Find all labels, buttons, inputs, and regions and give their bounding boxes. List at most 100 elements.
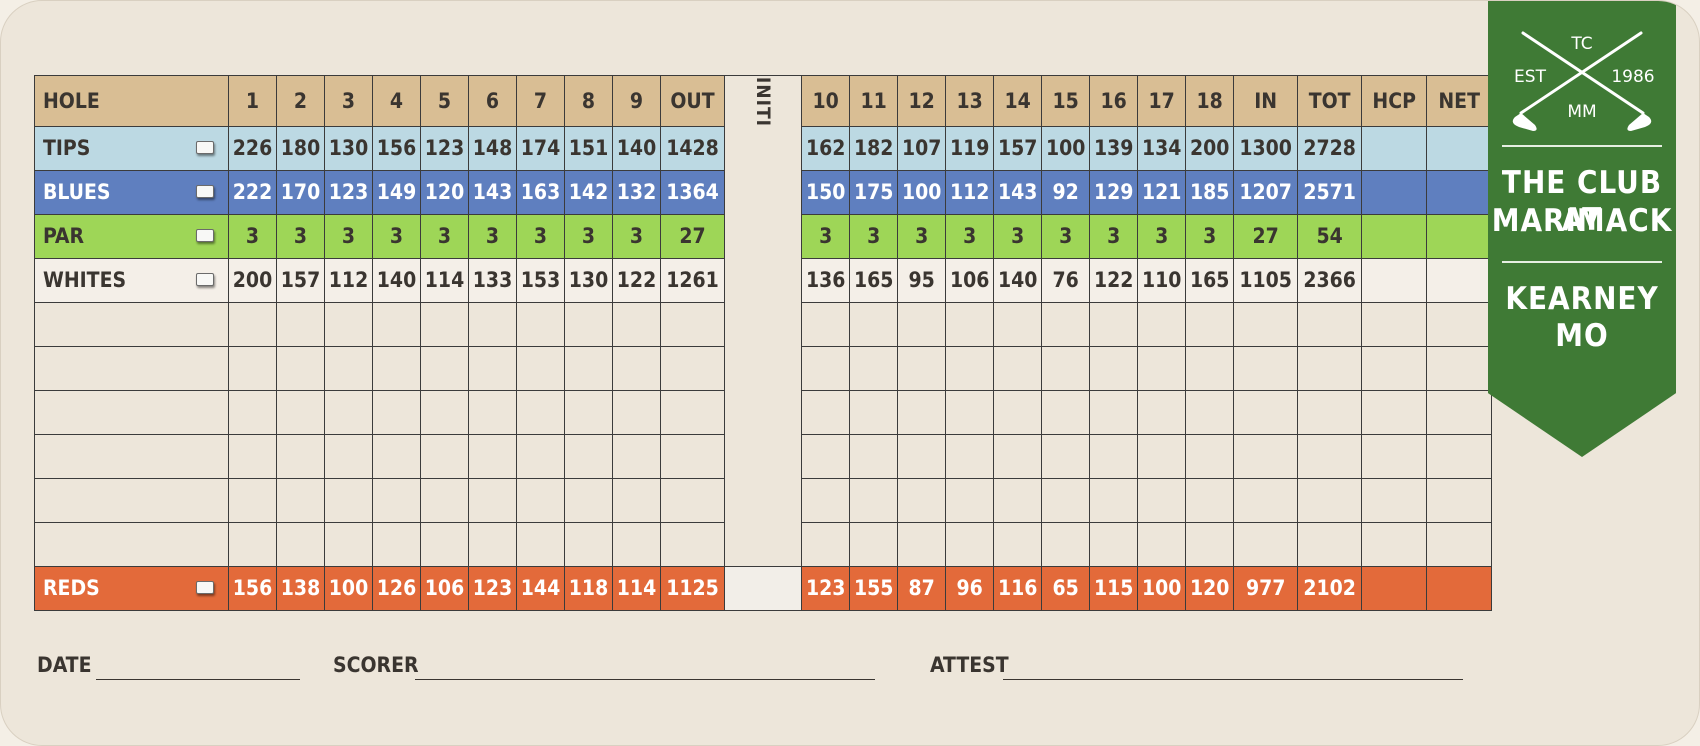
initial-cell[interactable] — [723, 478, 803, 522]
tee-checkbox[interactable] — [196, 580, 214, 594]
initial-cell[interactable] — [723, 522, 803, 567]
score-cell[interactable] — [1041, 301, 1091, 347]
score-cell[interactable] — [276, 345, 325, 391]
initial-cell[interactable] — [723, 170, 803, 214]
hcp-cell[interactable] — [1361, 565, 1428, 611]
player-name-cell[interactable] — [34, 477, 229, 523]
score-cell[interactable] — [564, 345, 613, 391]
hcp-cell[interactable] — [1361, 521, 1428, 567]
tot-score-cell[interactable] — [1297, 301, 1363, 347]
hcp-cell[interactable] — [1361, 169, 1428, 215]
score-cell[interactable] — [372, 345, 421, 391]
player-name-cell[interactable] — [34, 433, 229, 479]
score-cell[interactable] — [1089, 477, 1139, 523]
hcp-cell[interactable] — [1361, 477, 1428, 523]
score-cell[interactable] — [324, 345, 373, 391]
score-cell[interactable] — [1185, 301, 1235, 347]
in-score-cell[interactable] — [1233, 301, 1299, 347]
score-cell[interactable] — [801, 345, 851, 391]
net-cell[interactable] — [1426, 125, 1493, 171]
score-cell[interactable] — [612, 521, 661, 567]
in-score-cell[interactable] — [1233, 477, 1299, 523]
out-score-cell[interactable] — [660, 389, 725, 435]
tee-checkbox[interactable] — [196, 272, 214, 286]
score-cell[interactable] — [945, 389, 995, 435]
score-cell[interactable] — [849, 345, 899, 391]
score-cell[interactable] — [1041, 345, 1091, 391]
score-cell[interactable] — [324, 477, 373, 523]
tot-score-cell[interactable] — [1297, 345, 1363, 391]
score-cell[interactable] — [945, 477, 995, 523]
score-cell[interactable] — [420, 389, 469, 435]
score-cell[interactable] — [1041, 433, 1091, 479]
score-cell[interactable] — [945, 301, 995, 347]
score-cell[interactable] — [420, 345, 469, 391]
score-cell[interactable] — [993, 433, 1043, 479]
score-cell[interactable] — [993, 477, 1043, 523]
initial-cell[interactable] — [723, 126, 803, 170]
player-name-cell[interactable] — [34, 301, 229, 347]
tee-checkbox[interactable] — [196, 140, 214, 154]
in-score-cell[interactable] — [1233, 433, 1299, 479]
score-cell[interactable] — [945, 345, 995, 391]
date-line[interactable] — [96, 679, 300, 680]
score-cell[interactable] — [564, 477, 613, 523]
initial-cell[interactable] — [723, 390, 803, 434]
score-cell[interactable] — [612, 389, 661, 435]
tot-score-cell[interactable] — [1297, 433, 1363, 479]
score-cell[interactable] — [801, 301, 851, 347]
net-cell[interactable] — [1426, 565, 1493, 611]
score-cell[interactable] — [420, 521, 469, 567]
score-cell[interactable] — [993, 521, 1043, 567]
score-cell[interactable] — [276, 301, 325, 347]
score-cell[interactable] — [612, 301, 661, 347]
score-cell[interactable] — [276, 521, 325, 567]
score-cell[interactable] — [1137, 521, 1187, 567]
score-cell[interactable] — [801, 433, 851, 479]
in-score-cell[interactable] — [1233, 389, 1299, 435]
net-cell[interactable] — [1426, 169, 1493, 215]
score-cell[interactable] — [993, 301, 1043, 347]
score-cell[interactable] — [420, 433, 469, 479]
score-cell[interactable] — [324, 433, 373, 479]
score-cell[interactable] — [1041, 389, 1091, 435]
score-cell[interactable] — [1089, 345, 1139, 391]
tee-checkbox[interactable] — [196, 184, 214, 198]
player-name-cell[interactable] — [34, 389, 229, 435]
score-cell[interactable] — [993, 345, 1043, 391]
out-score-cell[interactable] — [660, 433, 725, 479]
score-cell[interactable] — [516, 433, 565, 479]
initial-cell[interactable] — [723, 565, 803, 611]
score-cell[interactable] — [1137, 433, 1187, 479]
score-cell[interactable] — [228, 389, 277, 435]
hcp-cell[interactable] — [1361, 301, 1428, 347]
score-cell[interactable] — [468, 433, 517, 479]
score-cell[interactable] — [1089, 433, 1139, 479]
hcp-cell[interactable] — [1361, 345, 1428, 391]
out-score-cell[interactable] — [660, 477, 725, 523]
score-cell[interactable] — [612, 345, 661, 391]
net-cell[interactable] — [1426, 213, 1493, 259]
initial-cell[interactable] — [723, 258, 803, 302]
score-cell[interactable] — [1137, 301, 1187, 347]
initial-cell[interactable] — [723, 346, 803, 390]
score-cell[interactable] — [564, 433, 613, 479]
hcp-cell[interactable] — [1361, 433, 1428, 479]
score-cell[interactable] — [372, 521, 421, 567]
score-cell[interactable] — [228, 345, 277, 391]
score-cell[interactable] — [849, 521, 899, 567]
score-cell[interactable] — [516, 389, 565, 435]
net-cell[interactable] — [1426, 345, 1493, 391]
score-cell[interactable] — [1089, 521, 1139, 567]
score-cell[interactable] — [228, 433, 277, 479]
score-cell[interactable] — [1185, 389, 1235, 435]
score-cell[interactable] — [276, 433, 325, 479]
score-cell[interactable] — [1185, 433, 1235, 479]
score-cell[interactable] — [897, 345, 947, 391]
initial-cell[interactable] — [723, 214, 803, 258]
score-cell[interactable] — [372, 433, 421, 479]
score-cell[interactable] — [324, 389, 373, 435]
net-cell[interactable] — [1426, 521, 1493, 567]
score-cell[interactable] — [897, 389, 947, 435]
score-cell[interactable] — [228, 301, 277, 347]
